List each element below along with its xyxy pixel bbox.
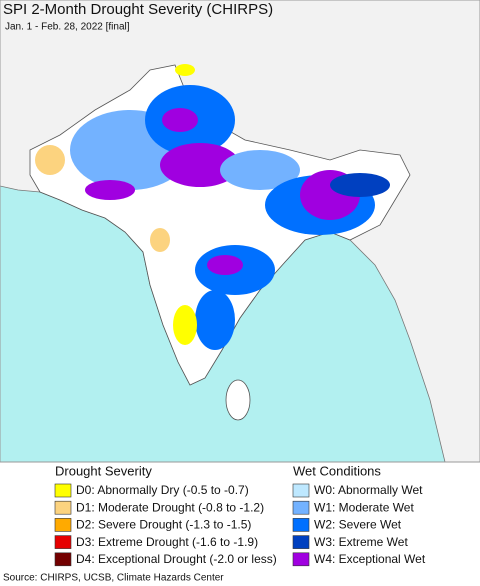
wet-patches [35,64,390,350]
legend-swatch [54,535,72,549]
legend-swatch [292,483,310,498]
legend-swatch [54,500,72,515]
legend-label: W2: Severe Wet [314,518,402,532]
legend-swatch [292,552,310,567]
subtitle: Jan. 1 - Feb. 28, 2022 [final] [5,22,130,33]
legend-label: D0: Abnormally Dry (-0.5 to -0.7) [76,483,249,497]
legend-swatch [54,552,72,567]
legend-title: Wet Conditions [293,463,381,478]
legend-label: D4: Exceptional Drought (-2.0 or less) [76,552,277,566]
title: SPI 2-Month Drought Severity (CHIRPS) [3,1,273,18]
sri-lanka [225,379,251,421]
legend-swatch [54,483,72,498]
legend-swatch [292,500,310,515]
legend-label: D1: Moderate Drought (-0.8 to -1.2) [76,500,264,514]
legend-swatch [292,518,310,532]
legend: Drought Severity Wet Conditions D0: Abno… [54,463,426,567]
legend-label: W4: Exceptional Wet [314,552,426,566]
source: Source: CHIRPS, UCSB, Climate Hazards Ce… [3,573,224,584]
map [0,0,480,463]
legend-label: W1: Moderate Wet [314,500,414,514]
legend-label: W3: Extreme Wet [314,535,408,549]
legend-label: D2: Severe Drought (-1.3 to -1.5) [76,518,251,532]
legend-label: D3: Extreme Drought (-1.6 to -1.9) [76,535,258,549]
legend-label: W0: Abnormally Wet [314,483,423,497]
legend-title: Drought Severity [55,463,152,478]
map-frame [0,0,480,463]
legend-swatch [54,518,72,532]
legend-swatch [292,535,310,549]
